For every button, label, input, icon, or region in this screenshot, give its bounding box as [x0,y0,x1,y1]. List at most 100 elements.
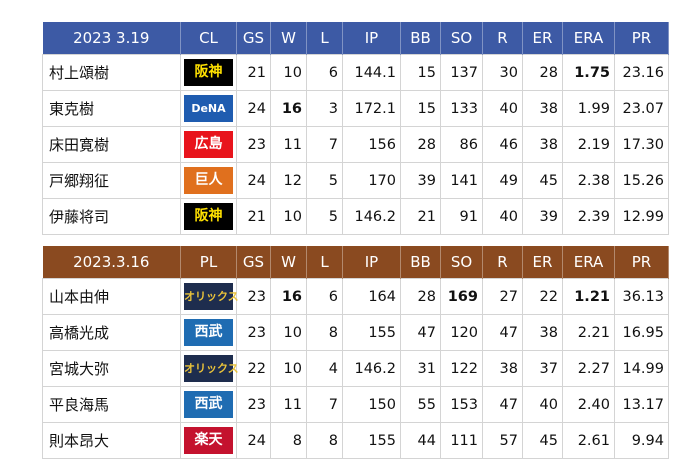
stat-cell: 21 [236,198,271,235]
team-cell: 西武 [180,386,237,423]
stat-cell: 141 [440,162,483,199]
stat-cell: 22 [522,278,563,315]
team-badge: オリックス [184,355,239,382]
stat-cell: 2.21 [562,314,615,351]
stat-cell: 155 [342,314,401,351]
stat-cell: 9.94 [614,422,669,459]
stat-cell: 4 [306,350,343,387]
row: 高橋光成 西武 23 10 8 155 47 120 47 38 2.21 16.95 [42,314,669,351]
stat-cell: 16.95 [614,314,669,351]
header-cell: ER [522,246,563,279]
row: 平良海馬 西武 23 11 7 150 55 153 47 40 2.40 13.17 [42,386,669,423]
header-cell: R [482,22,523,55]
stat-cell: 45 [522,422,563,459]
header-cell: L [306,246,343,279]
stat-cell: 2.40 [562,386,615,423]
stat-cell: 15 [400,54,441,91]
stat-cell: 6 [306,278,343,315]
header-cell: GS [236,22,271,55]
pitcher-name: 床田寛樹 [42,126,181,163]
stat-cell: 21 [236,54,271,91]
header-cell: SO [440,246,483,279]
pitcher-name: 村上頌樹 [42,54,181,91]
stat-cell: 2.19 [562,126,615,163]
stat-cell: 44 [400,422,441,459]
header-row: 2023 3.19 CL GS W L IP BB SO R ER ERA PR [42,22,669,55]
stat-cell: 13.17 [614,386,669,423]
header-cell: ER [522,22,563,55]
pitcher-name: 伊藤将司 [42,198,181,235]
team-cell: 阪神 [180,54,237,91]
team-cell: 広島 [180,126,237,163]
stat-cell: 30 [482,54,523,91]
stat-cell: 16 [270,278,307,315]
stat-cell: 1.99 [562,90,615,127]
stat-cell: 10 [270,198,307,235]
stat-cell: 45 [522,162,563,199]
stat-cell: 86 [440,126,483,163]
header-cell: IP [342,246,401,279]
pitcher-name: 平良海馬 [42,386,181,423]
stat-cell: 28 [400,278,441,315]
stat-cell: 10 [270,54,307,91]
pl-table: 2023.3.16 PL GS W L IP BB SO R ER ERA PR 山本由伸 オリックス 23… [42,246,669,459]
stat-cell: 24 [236,162,271,199]
stat-cell: 24 [236,422,271,459]
header-cell: W [270,22,307,55]
stat-cell: 7 [306,386,343,423]
stat-cell: 21 [400,198,441,235]
stat-cell: 3 [306,90,343,127]
stat-cell: 2.61 [562,422,615,459]
stat-cell: 10 [270,350,307,387]
stat-cell: 38 [482,350,523,387]
stat-cell: 47 [482,386,523,423]
team-cell: 西武 [180,314,237,351]
stat-cell: 24 [236,90,271,127]
stat-cell: 6 [306,54,343,91]
stat-cell: 23.16 [614,54,669,91]
stat-cell: 133 [440,90,483,127]
header-cell: GS [236,246,271,279]
header-cell: PR [614,246,669,279]
stat-cell: 46 [482,126,523,163]
team-badge: 阪神 [184,59,233,86]
row: 村上頌樹 阪神 21 10 6 144.1 15 137 30 28 1.75 23.16 [42,54,669,91]
stat-cell: 12 [270,162,307,199]
stat-cell: 122 [440,350,483,387]
header-cell: L [306,22,343,55]
header-cell: 2023 3.19 [42,22,181,55]
stat-cell: 2.27 [562,350,615,387]
stat-cell: 120 [440,314,483,351]
team-badge: DeNA [184,95,233,122]
stat-cell: 55 [400,386,441,423]
stat-cell: 144.1 [342,54,401,91]
stat-cell: 1.21 [562,278,615,315]
stat-cell: 23 [236,386,271,423]
stat-cell: 40 [482,90,523,127]
header-cell: ERA [562,22,615,55]
stat-cell: 8 [306,314,343,351]
stat-cell: 23 [236,278,271,315]
header-cell: 2023.3.16 [42,246,181,279]
header-cell: R [482,246,523,279]
stat-cell: 146.2 [342,198,401,235]
team-badge: 西武 [184,319,233,346]
stat-cell: 2.39 [562,198,615,235]
stat-cell: 23.07 [614,90,669,127]
stat-cell: 146.2 [342,350,401,387]
team-cell: 楽天 [180,422,237,459]
team-badge: オリックス [184,283,239,310]
stat-cell: 8 [270,422,307,459]
stat-cell: 15 [400,90,441,127]
stat-cell: 47 [482,314,523,351]
header-cell: IP [342,22,401,55]
header-cell: SO [440,22,483,55]
team-cell: オリックス [180,278,239,315]
stat-cell: 17.30 [614,126,669,163]
cl-table: 2023 3.19 CL GS W L IP BB SO R ER ERA PR 村上頌樹 阪神 21 10 6… [42,22,669,235]
stat-cell: 2.38 [562,162,615,199]
stat-cell: 28 [522,54,563,91]
row: 宮城大弥 オリックス 22 10 4 146.2 31 122 38 37 2.27 14.99 [42,350,669,387]
stat-cell: 39 [400,162,441,199]
